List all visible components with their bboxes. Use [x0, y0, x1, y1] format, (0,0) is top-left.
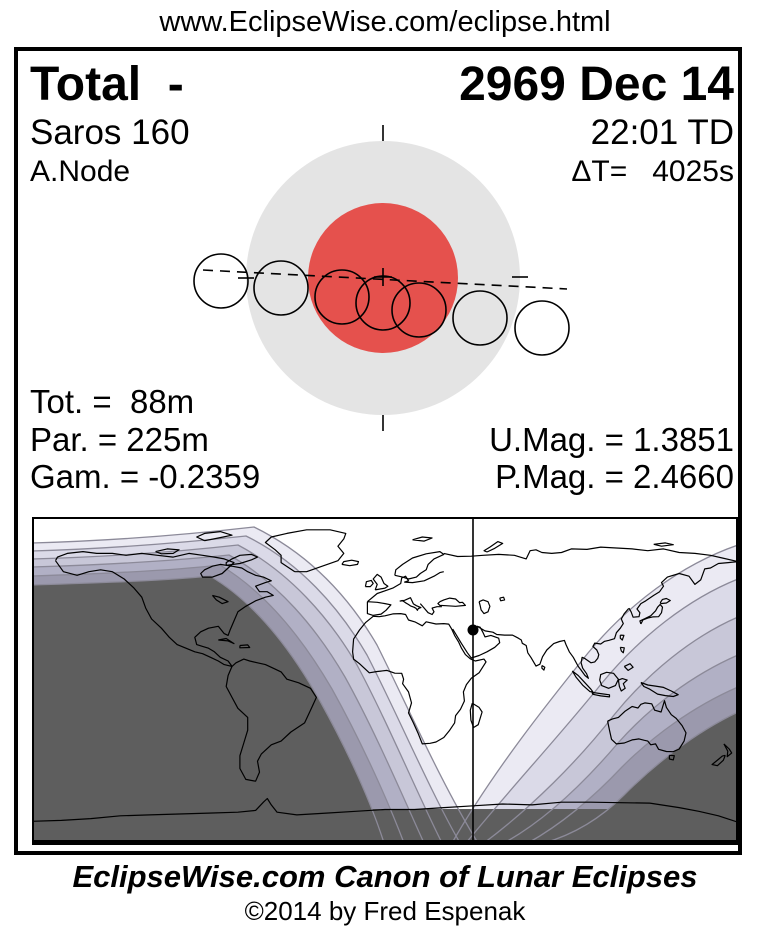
coastline: [591, 691, 611, 698]
coastline: [599, 671, 620, 689]
moon-contact-circle: [314, 269, 370, 325]
coastline: [443, 546, 738, 563]
stat-umbral-magnitude: U.Mag. = 1.3851: [489, 421, 734, 458]
header-row-primary: Total - 2969 Dec 14: [30, 57, 734, 112]
coastline: [452, 561, 738, 679]
coastline: [483, 541, 504, 553]
coastline: [352, 612, 487, 745]
coastline: [399, 597, 422, 611]
coastline: [619, 646, 625, 654]
map-band-boundary: [465, 578, 738, 844]
coastline: [639, 603, 664, 625]
map-night-zone-bottom: [32, 809, 738, 845]
map-band-boundary: [32, 526, 479, 844]
coastline: [367, 571, 444, 603]
map-band-boundary: [543, 711, 738, 844]
delta-t-label: ΔT= 4025s: [571, 155, 734, 188]
coastline: [541, 664, 546, 671]
map-frame: [32, 517, 738, 845]
map-band-boundary: [32, 575, 385, 844]
map-band-boundary: [32, 564, 405, 844]
map-band-boundary: [451, 544, 738, 844]
visibility-map: [32, 517, 738, 845]
coastline: [155, 548, 180, 555]
coastline: [711, 754, 726, 767]
map-band-west: [32, 576, 384, 843]
footer-copyright: ©2014 by Fred Espenak: [244, 896, 526, 926]
coastline: [54, 550, 274, 667]
saros-label: Saros 160: [30, 113, 190, 152]
header-row-secondary: Saros 160 22:01 TD: [30, 113, 734, 153]
coastline: [723, 743, 733, 758]
moon-contact-circle: [391, 282, 447, 338]
eclipse-date-label: 2969 Dec 14: [459, 58, 734, 111]
coastline: [394, 550, 445, 580]
coastline: [366, 601, 392, 617]
stat-penumbral-magnitude: P.Mag. = 2.4660: [495, 458, 734, 495]
coastline: [478, 599, 491, 615]
coastline: [499, 596, 506, 602]
coastline: [469, 702, 483, 729]
coastline: [372, 573, 389, 591]
coastline: [617, 678, 628, 692]
stat-gamma: Gam. = -0.2359: [30, 458, 261, 495]
coastline: [653, 542, 674, 547]
shadow-diagram: [18, 51, 738, 517]
footer-canon-title: EclipseWise.com Canon of Lunar Eclipses: [72, 859, 698, 894]
coastline: [619, 634, 625, 641]
coastline: [419, 603, 442, 616]
stat-totality: Tot. = 88m: [30, 383, 195, 420]
coastline: [659, 597, 671, 605]
coastline: [32, 797, 738, 823]
sublunar-point-dot: [467, 624, 479, 636]
moon-contact-circle: [355, 275, 411, 331]
map-band-boundary: [483, 616, 738, 844]
eclipse-plate: Total - 2969 Dec 14 Saros 160 22:01 TD A…: [14, 47, 742, 855]
map-band-boundary: [32, 535, 461, 844]
ecliptic-dashed-line: [202, 269, 568, 290]
coastline: [211, 594, 229, 605]
coastline: [437, 597, 466, 607]
coastline: [225, 658, 317, 782]
coastline: [640, 681, 679, 698]
coastline: [412, 536, 433, 542]
stat-partiality: Par. = 225m: [30, 421, 209, 458]
coastline: [196, 531, 233, 542]
map-band-boundary: [527, 686, 738, 844]
time-label: 22:01 TD: [590, 113, 734, 152]
coastline: [225, 553, 259, 566]
eclipse-type-label: Total -: [30, 58, 184, 111]
moon-contact-circle: [452, 290, 508, 346]
coastline: [239, 644, 251, 649]
page-url-title: www.EclipseWise.com/eclipse.html: [159, 6, 611, 38]
moon-contact-circle: [253, 260, 309, 316]
coastline: [623, 663, 634, 671]
map-band-boundary: [32, 554, 425, 844]
map-band-boundary: [503, 654, 738, 844]
coastline: [607, 700, 687, 753]
node-label: A.Node: [30, 155, 131, 188]
moon-contact-circle: [514, 300, 570, 356]
coastline: [218, 637, 235, 645]
header-row-tertiary: A.Node ΔT= 4025s: [30, 155, 734, 189]
coastline: [364, 579, 374, 588]
coastline: [668, 754, 675, 761]
moon-contact-circle: [193, 253, 249, 309]
coastline: [341, 559, 360, 567]
coastline: [264, 529, 347, 573]
